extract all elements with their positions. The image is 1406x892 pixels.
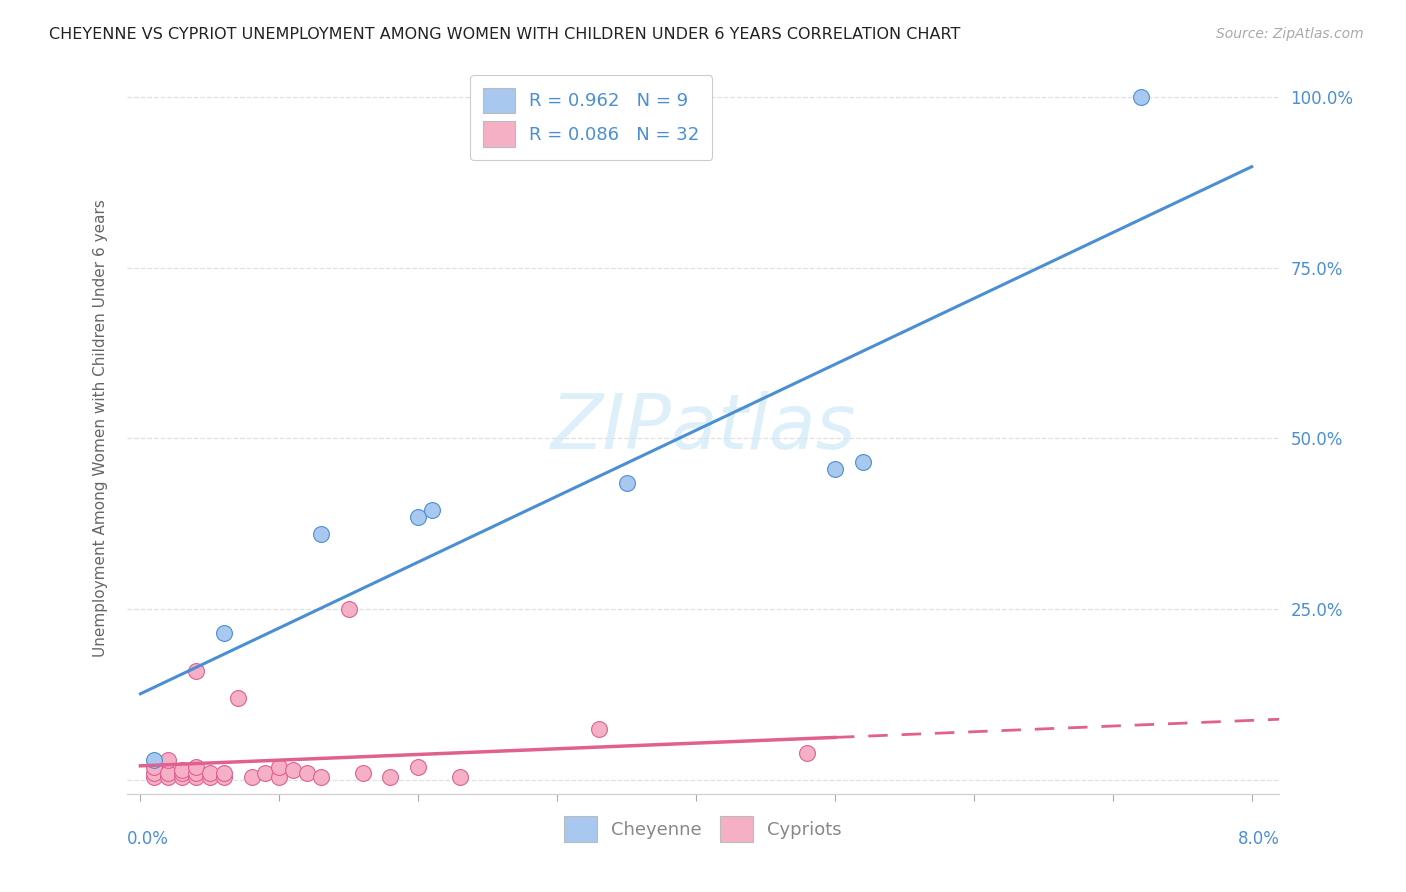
Point bbox=[172, 763, 194, 777]
Point bbox=[1129, 89, 1152, 103]
Point bbox=[283, 763, 305, 777]
Point bbox=[406, 759, 429, 773]
Point bbox=[143, 766, 166, 780]
Text: 0.0%: 0.0% bbox=[127, 830, 169, 847]
Point bbox=[796, 746, 818, 760]
Point bbox=[269, 759, 291, 773]
Text: ZIPatlas: ZIPatlas bbox=[550, 392, 856, 465]
Point bbox=[588, 722, 610, 736]
Point bbox=[157, 753, 180, 767]
Point bbox=[184, 759, 207, 773]
Point bbox=[449, 770, 471, 784]
Point bbox=[198, 766, 221, 780]
Point bbox=[337, 602, 360, 616]
Point bbox=[184, 664, 207, 678]
Point bbox=[143, 759, 166, 773]
Point bbox=[226, 691, 249, 706]
Point bbox=[143, 753, 166, 767]
Text: CHEYENNE VS CYPRIOT UNEMPLOYMENT AMONG WOMEN WITH CHILDREN UNDER 6 YEARS CORRELA: CHEYENNE VS CYPRIOT UNEMPLOYMENT AMONG W… bbox=[49, 27, 960, 42]
Text: Source: ZipAtlas.com: Source: ZipAtlas.com bbox=[1216, 27, 1364, 41]
Point bbox=[269, 770, 291, 784]
Legend: Cheyenne, Cypriots: Cheyenne, Cypriots bbox=[555, 807, 851, 851]
Point bbox=[380, 770, 402, 784]
Point bbox=[309, 527, 332, 541]
Point bbox=[406, 510, 429, 524]
Point bbox=[184, 766, 207, 780]
Point bbox=[212, 766, 235, 780]
Point bbox=[309, 770, 332, 784]
Point bbox=[420, 503, 443, 517]
Point bbox=[157, 770, 180, 784]
Point bbox=[852, 455, 875, 469]
Point bbox=[172, 766, 194, 780]
Point bbox=[212, 770, 235, 784]
Point bbox=[198, 770, 221, 784]
Point bbox=[184, 770, 207, 784]
Point bbox=[143, 770, 166, 784]
Point bbox=[172, 770, 194, 784]
Point bbox=[212, 626, 235, 640]
Point bbox=[240, 770, 263, 784]
Point bbox=[352, 766, 374, 780]
Text: 8.0%: 8.0% bbox=[1237, 830, 1279, 847]
Point bbox=[295, 766, 318, 780]
Point bbox=[157, 766, 180, 780]
Point bbox=[254, 766, 277, 780]
Point bbox=[616, 475, 638, 490]
Y-axis label: Unemployment Among Women with Children Under 6 years: Unemployment Among Women with Children U… bbox=[93, 199, 108, 657]
Point bbox=[824, 462, 846, 476]
